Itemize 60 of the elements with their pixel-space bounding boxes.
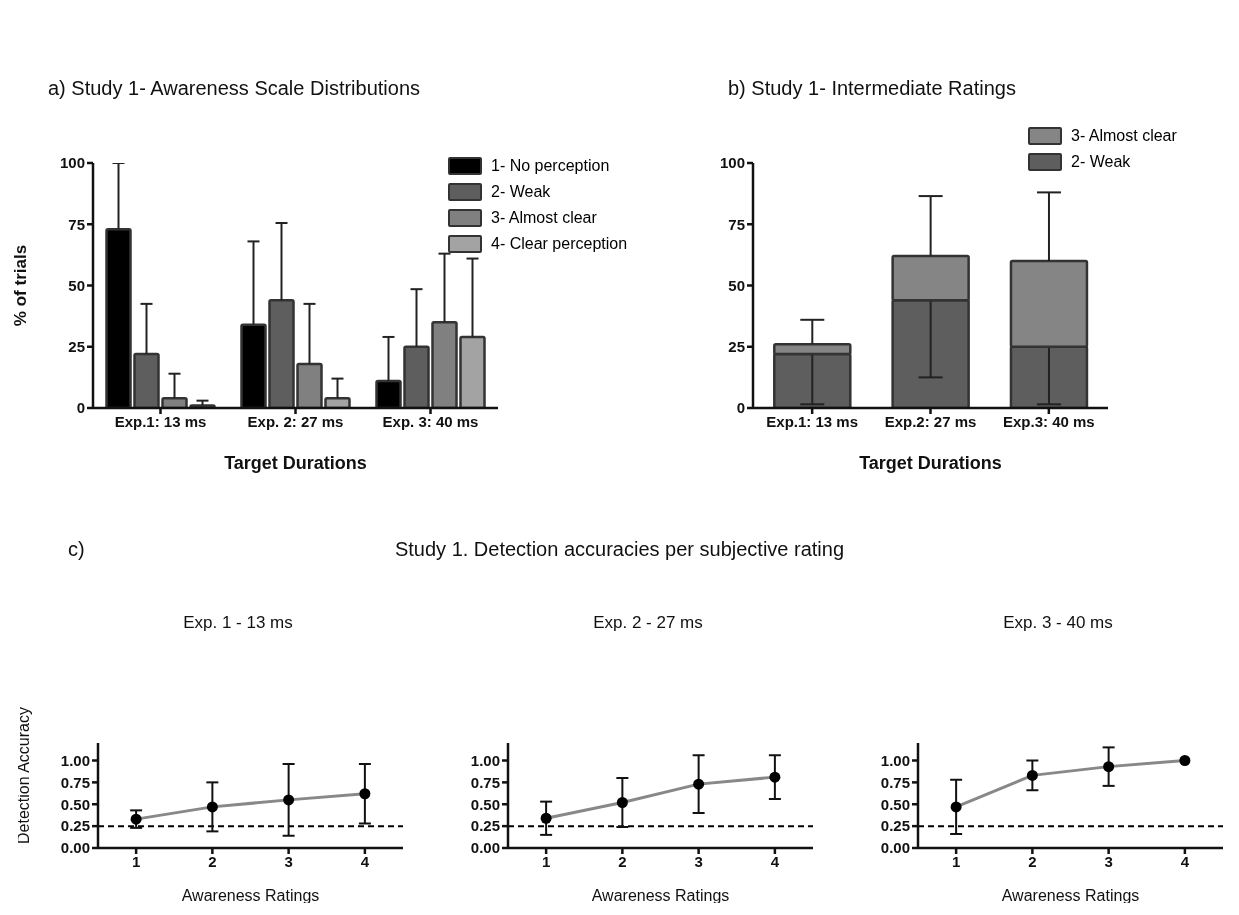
x-tick-label: Exp.2: 27 ms	[884, 412, 977, 430]
x-axis-title: Target Durations	[859, 453, 1002, 473]
y-tick-label: 0.00	[60, 839, 90, 857]
legend-label: 1- No perception	[491, 157, 610, 175]
x-tick-label: 1	[541, 852, 551, 870]
y-tick-label: 25	[728, 338, 745, 356]
chart-title: Exp. 2 - 27 ms	[592, 612, 704, 634]
y-tick-label: 100	[719, 154, 745, 172]
y-tick-label: 0.75	[470, 773, 500, 791]
x-tick-label: 3	[694, 852, 703, 870]
x-tick-label: Exp.1: 13 ms	[114, 412, 207, 430]
y-tick-label: 1.00	[60, 751, 90, 769]
x-tick-label: 2	[208, 852, 217, 870]
x-axis-title: Target Durations	[224, 453, 367, 473]
y-tick-label: 0	[736, 399, 745, 417]
y-tick-label: 25	[68, 338, 85, 356]
x-tick-label: 3	[284, 852, 293, 870]
x-tick-label: 4	[770, 852, 780, 870]
y-tick-label: 0.00	[470, 839, 500, 857]
y-tick-label: 0.00	[880, 839, 910, 857]
chart-title: b) Study 1- Intermediate Ratings	[727, 76, 1017, 101]
y-tick-label: 50	[68, 276, 85, 294]
x-tick-label: 2	[618, 852, 627, 870]
x-tick-label: Exp. 2: 27 ms	[247, 412, 344, 430]
y-tick-label: 0.75	[60, 773, 90, 791]
y-tick-label: 0.50	[60, 795, 90, 813]
y-tick-label: 50	[728, 276, 745, 294]
y-tick-label: 0.50	[880, 795, 910, 813]
legend-label: 3- Almost clear	[1071, 127, 1177, 145]
y-axis-title: % of trials	[11, 244, 31, 327]
y-tick-label: 0	[76, 399, 85, 417]
y-tick-label: 75	[728, 215, 745, 233]
x-tick-label: 3	[1104, 852, 1113, 870]
chart-title: a) Study 1- Awareness Scale Distributions	[47, 76, 422, 101]
chart-title: Exp. 1 - 13 ms	[182, 612, 294, 634]
legend-label: 2- Weak	[491, 183, 551, 201]
chart-title: Exp. 3 - 40 ms	[1002, 612, 1114, 634]
y-tick-label: 0.25	[470, 817, 500, 835]
legend-label: 3- Almost clear	[491, 209, 597, 227]
y-tick-label: 1.00	[470, 751, 500, 769]
y-tick-label: 0.25	[60, 817, 90, 835]
x-tick-label: Exp. 3: 40 ms	[382, 412, 479, 430]
x-tick-label: 4	[1180, 852, 1190, 870]
y-tick-label: 1.00	[880, 751, 910, 769]
y-tick-label: 0.50	[470, 795, 500, 813]
x-tick-label: Exp.1: 13 ms	[766, 412, 859, 430]
x-tick-label: 1	[131, 852, 141, 870]
text: c)	[68, 538, 85, 561]
x-tick-label: 4	[360, 852, 370, 870]
legend-label: 2- Weak	[1071, 153, 1131, 171]
x-tick-label: 1	[951, 852, 961, 870]
x-tick-label: Exp.3: 40 ms	[1002, 412, 1095, 430]
y-tick-label: 0.25	[880, 817, 910, 835]
legend-label: 4- Clear perception	[491, 235, 628, 253]
y-tick-label: 75	[68, 215, 85, 233]
x-tick-label: 2	[1028, 852, 1037, 870]
text: Study 1. Detection accuracies per subjective rating	[394, 538, 845, 560]
y-axis-title: Detection Accuracy	[14, 707, 32, 844]
y-tick-label: 0.75	[880, 773, 910, 791]
y-tick-label: 100	[59, 154, 85, 172]
